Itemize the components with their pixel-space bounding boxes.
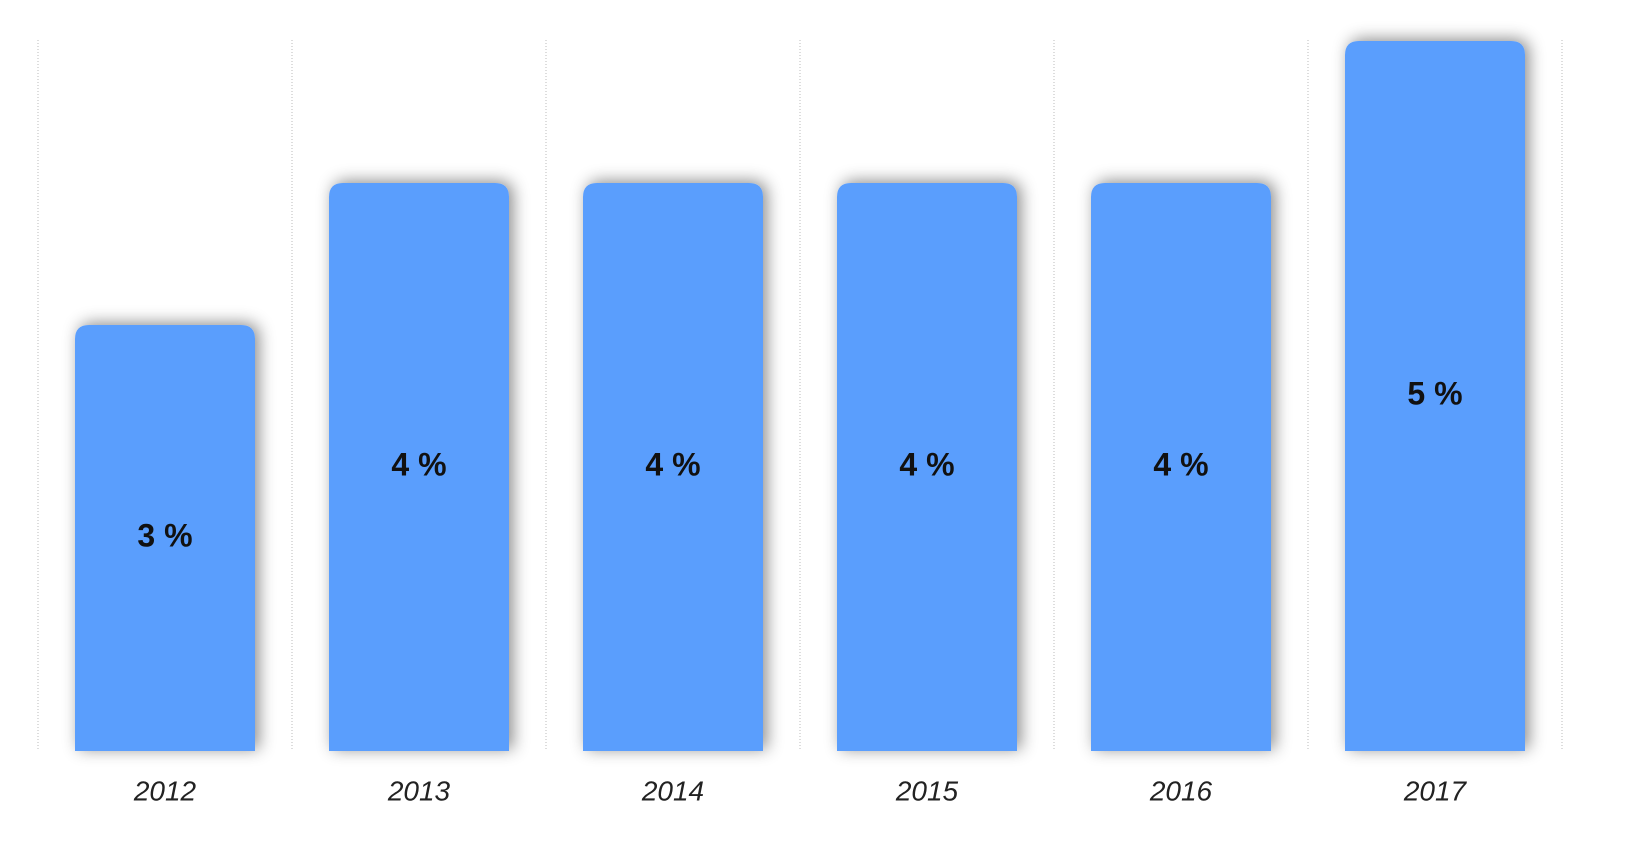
value-label: 4 % [645, 446, 700, 482]
value-label: 4 % [1153, 446, 1208, 482]
x-tick-label: 2017 [1403, 775, 1468, 806]
bar [583, 183, 763, 751]
value-label: 4 % [899, 446, 954, 482]
bar [1091, 183, 1271, 751]
x-tick-label: 2016 [1149, 775, 1213, 806]
bar [329, 183, 509, 751]
value-label: 3 % [137, 517, 192, 553]
x-tick-label: 2014 [641, 775, 704, 806]
x-tick-label: 2012 [133, 775, 197, 806]
value-label: 4 % [391, 446, 446, 482]
x-tick-label: 2013 [387, 775, 451, 806]
bar [1345, 41, 1525, 751]
value-label: 5 % [1407, 375, 1462, 411]
bar [75, 325, 255, 751]
bar [837, 183, 1017, 751]
x-tick-label: 2015 [895, 775, 959, 806]
